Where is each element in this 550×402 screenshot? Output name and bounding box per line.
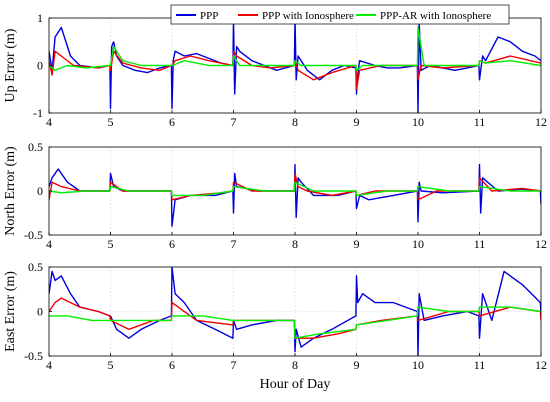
x-tick-label: 5 bbox=[108, 237, 114, 251]
y-axis-label: North Error (m) bbox=[3, 146, 18, 236]
panel-2: 4 5 6 7 8 9 10 11 12 -0.5 0 0.5 North Error (m) bbox=[3, 140, 547, 251]
x-tick-label: 6 bbox=[169, 358, 175, 372]
legend: PPP PPP with Ionosphere PPP-AR with Ionosp… bbox=[170, 4, 510, 25]
y-axis-label: Up Error (m) bbox=[3, 28, 18, 102]
x-tick-label: 7 bbox=[231, 237, 237, 251]
legend-label: PPP with Ionosphere bbox=[262, 10, 354, 22]
y-axis-label: East Error (m) bbox=[3, 271, 18, 352]
series-line-ppp-ar-with-ionosphere bbox=[49, 181, 541, 197]
y-tick-label: -0.5 bbox=[24, 349, 43, 363]
x-tick-label: 5 bbox=[108, 358, 114, 372]
legend-label: PPP bbox=[200, 10, 218, 22]
x-tick-label: 9 bbox=[354, 115, 360, 129]
y-tick-label: 0.5 bbox=[28, 260, 43, 274]
x-tick-label: 7 bbox=[231, 115, 237, 129]
panel-3: 4 5 6 7 8 9 10 11 12 -0.5 0 0.5 East Error (m) Hour o… bbox=[3, 260, 547, 392]
y-tick-label: 0 bbox=[37, 305, 43, 319]
x-tick-label: 10 bbox=[412, 237, 424, 251]
x-tick-label: 9 bbox=[354, 237, 360, 251]
x-tick-label: 4 bbox=[46, 358, 52, 372]
x-tick-label: 12 bbox=[535, 237, 547, 251]
series-line-ppp-with-ionosphere bbox=[49, 50, 541, 91]
x-tick-label: 4 bbox=[46, 115, 52, 129]
y-tick-label: -0.5 bbox=[24, 228, 43, 242]
panel-1: 4 5 6 7 8 9 10 11 12 -1 0 1 Up Error (m) PPP PPP with … bbox=[3, 4, 547, 129]
x-tick-label: 10 bbox=[412, 115, 424, 129]
x-tick-label: 8 bbox=[292, 358, 298, 372]
x-tick-label: 6 bbox=[169, 115, 175, 129]
y-tick-label: 0 bbox=[37, 59, 43, 73]
x-tick-label: 7 bbox=[231, 358, 237, 372]
x-tick-label: 11 bbox=[474, 237, 486, 251]
x-tick-label: 5 bbox=[108, 115, 114, 129]
series-line-ppp-ar-with-ionosphere bbox=[49, 26, 541, 72]
x-tick-label: 11 bbox=[474, 358, 486, 372]
y-tick-label: 0.5 bbox=[28, 140, 43, 154]
x-tick-label: 4 bbox=[46, 237, 52, 251]
x-tick-label: 12 bbox=[535, 115, 547, 129]
legend-box bbox=[170, 4, 510, 25]
y-tick-label: -1 bbox=[33, 106, 43, 120]
series-line-ppp-ar-with-ionosphere bbox=[49, 306, 541, 339]
x-tick-label: 11 bbox=[474, 115, 486, 129]
x-tick-label: 8 bbox=[292, 115, 298, 129]
y-tick-label: 1 bbox=[37, 11, 43, 25]
x-tick-label: 8 bbox=[292, 237, 298, 251]
x-tick-label: 9 bbox=[354, 358, 360, 372]
y-tick-label: 0 bbox=[37, 184, 43, 198]
x-tick-label: 6 bbox=[169, 237, 175, 251]
legend-label: PPP-AR with Ionosphere bbox=[380, 10, 491, 22]
x-axis-label: Hour of Day bbox=[260, 377, 331, 392]
x-tick-label: 10 bbox=[412, 358, 424, 372]
x-tick-label: 12 bbox=[535, 358, 547, 372]
